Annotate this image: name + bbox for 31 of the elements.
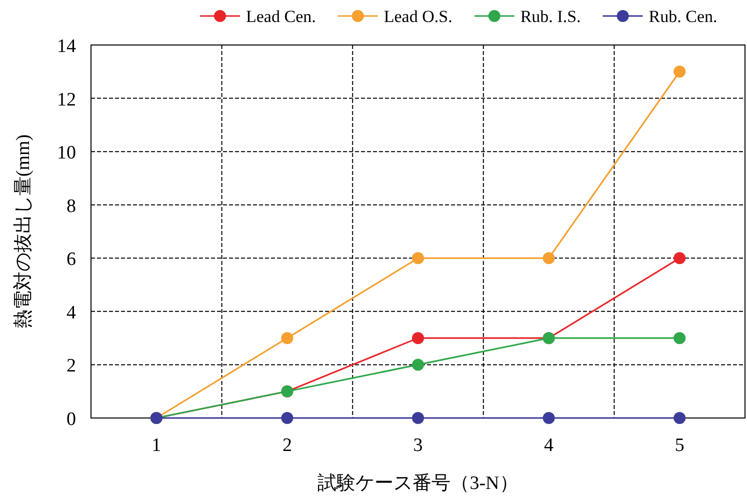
legend-label: Rub. I.S. — [520, 7, 581, 26]
point — [281, 412, 294, 424]
x-axis-title: 試験ケース番号（3-N） — [318, 473, 518, 494]
legend-label: Lead Cen. — [246, 7, 316, 26]
point — [412, 358, 424, 371]
y-tick-label: 6 — [66, 249, 76, 270]
point — [542, 252, 555, 264]
y-tick-label: 8 — [66, 196, 76, 217]
y-tick-label: 10 — [57, 142, 76, 164]
point — [674, 252, 686, 264]
y-tick-label: 14 — [57, 36, 76, 57]
x-tick-label: 5 — [674, 435, 684, 456]
y-tick-label: 4 — [66, 302, 76, 324]
point — [281, 332, 294, 344]
y-tick-label: 12 — [57, 89, 76, 110]
x-tick-label: 2 — [282, 435, 292, 456]
y-tick-label: 0 — [66, 409, 76, 430]
point — [412, 252, 424, 264]
y-tick-label: 2 — [66, 356, 76, 377]
x-tick-label: 1 — [152, 435, 162, 456]
x-tick-label: 4 — [544, 435, 554, 456]
point — [412, 332, 424, 344]
x-tick-label: 3 — [413, 435, 423, 456]
point — [412, 412, 424, 424]
y-axis-title: 熱電対の抜出し量(mm) — [12, 134, 34, 329]
point — [542, 412, 555, 424]
legend-label: Lead O.S. — [384, 7, 452, 26]
point — [674, 412, 686, 424]
legend-label: Rub. Cen. — [648, 7, 718, 26]
point — [674, 332, 686, 344]
point — [674, 66, 686, 78]
